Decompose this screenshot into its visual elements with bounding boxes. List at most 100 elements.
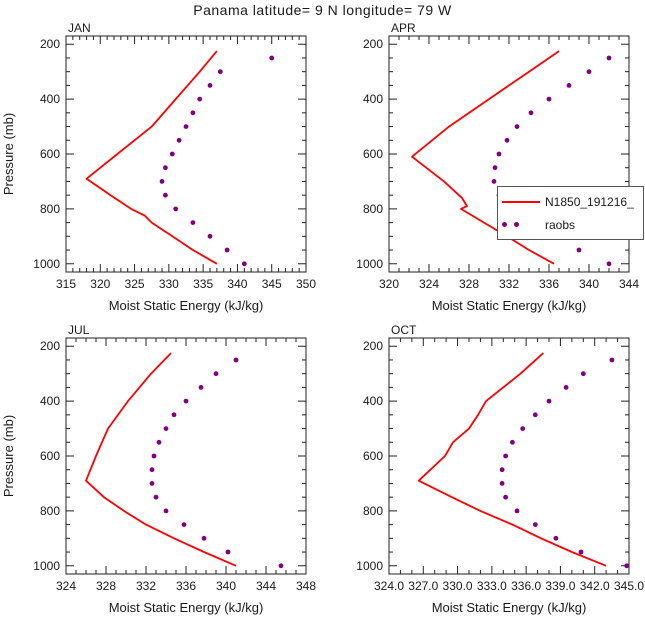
raobs-dot <box>576 247 582 253</box>
x-tick-label: 345.0 <box>614 579 644 593</box>
raobs-dot <box>514 124 520 129</box>
model-line-sample <box>502 200 540 203</box>
raobs-dot <box>499 467 505 473</box>
raobs-dot <box>163 192 168 198</box>
figure-title: Panama latitude= 9 N longitude= 79 W <box>193 2 452 18</box>
x-tick-label: 333.0 <box>477 579 507 593</box>
raobs-dot <box>578 549 584 555</box>
y-axis-title-jul: Pressure (mb) <box>1 415 16 497</box>
raobs-dot <box>496 151 502 157</box>
raobs-dot <box>269 55 275 61</box>
raobs-dot <box>190 110 196 116</box>
raobs-dot <box>183 124 189 129</box>
x-tick-label: 320 <box>90 277 110 291</box>
x-tick-label: 330 <box>159 277 179 291</box>
raobs-dot <box>491 179 497 184</box>
raobs-dot <box>149 467 155 473</box>
raobs-dot <box>566 83 572 88</box>
raobs-dot <box>190 220 196 226</box>
x-tick-label: 339.0 <box>545 579 575 593</box>
y-tick-label: 600 <box>363 449 383 463</box>
x-axis-title-jan: Moist Static Energy (kJ/kg) <box>109 298 264 313</box>
x-axis-title-jul: Moist Static Energy (kJ/kg) <box>109 600 264 615</box>
raobs-dots-sample <box>502 222 540 227</box>
panel-label-jul: JUL <box>68 323 90 337</box>
x-axis-title-apr: Moist Static Energy (kJ/kg) <box>432 298 587 313</box>
y-tick-label: 600 <box>40 449 60 463</box>
y-tick-label: 400 <box>40 92 60 106</box>
raobs-dot <box>586 69 592 75</box>
x-tick-label: 340 <box>216 579 236 593</box>
raobs-dot <box>520 426 526 431</box>
y-axis-title-jan: Pressure (mb) <box>1 113 16 195</box>
raobs-dot <box>153 494 159 500</box>
legend-entry-model: N1850_191216_ <box>502 192 643 212</box>
axis-box <box>65 337 307 575</box>
raobs-dot <box>499 481 505 486</box>
y-tick-label: 1000 <box>356 559 383 573</box>
y-tick-label: 1000 <box>33 559 60 573</box>
x-tick-label: 325 <box>125 277 145 291</box>
raobs-dot <box>197 96 203 102</box>
panel-label-oct: OCT <box>391 323 417 337</box>
panel-label-jan: JAN <box>68 21 91 35</box>
raobs-dot <box>241 261 247 267</box>
axis-box <box>65 35 307 273</box>
panel-apr-chart: APR Moist Static Energy (kJ/kg) 320 324 32… <box>356 21 639 313</box>
raobs-dot <box>553 535 559 541</box>
raobs-dot <box>207 233 213 239</box>
x-tick-label: 340 <box>579 277 599 291</box>
raobs-dot <box>504 137 510 143</box>
panel-jul-chart: JUL Moist Static Energy (kJ/kg) Pressure… <box>1 323 316 615</box>
y-tick-label: 600 <box>40 147 60 161</box>
x-tick-label: 315 <box>56 277 76 291</box>
panel-jan-chart: JAN Moist Static Energy (kJ/kg) Pressure… <box>1 21 316 313</box>
raobs-dot <box>624 563 630 569</box>
raobs-dot <box>151 453 157 459</box>
raobs-dot <box>546 398 552 404</box>
panel-oct-chart: OCT Moist Static Energy (kJ/kg) 324.0 327… <box>356 323 644 615</box>
y-tick-label: 400 <box>363 92 383 106</box>
x-tick-label: 328 <box>459 277 479 291</box>
raobs-dot <box>159 179 165 184</box>
x-tick-label: 336 <box>176 579 196 593</box>
x-tick-label: 344 <box>256 579 276 593</box>
raobs-dot <box>224 247 230 253</box>
x-tick-label: 344 <box>619 277 639 291</box>
y-tick-label: 800 <box>363 202 383 216</box>
raobs-dot <box>503 453 508 459</box>
panel-label-apr: APR <box>391 21 416 35</box>
x-axis-title-oct: Moist Static Energy (kJ/kg) <box>432 600 587 615</box>
x-tick-label: 340 <box>227 277 247 291</box>
model-line <box>85 352 237 567</box>
raobs-dot <box>163 165 168 171</box>
y-tick-label: 200 <box>40 37 60 51</box>
x-tick-label: 350 <box>296 277 316 291</box>
x-tick-label: 324 <box>419 277 439 291</box>
y-tick-label: 200 <box>363 37 383 51</box>
raobs-dot <box>606 261 612 267</box>
legend-entry-raobs: raobs <box>502 215 643 235</box>
x-tick-label: 332 <box>499 277 519 291</box>
raobs-dot <box>546 96 552 102</box>
x-tick-label: 320 <box>379 277 399 291</box>
raobs-dot <box>532 412 538 418</box>
raobs-dot <box>181 522 187 527</box>
x-tick-label: 328 <box>96 579 116 593</box>
x-tick-label: 335 <box>193 277 213 291</box>
raobs-dot <box>278 563 284 569</box>
y-tick-label: 800 <box>40 202 60 216</box>
raobs-dot <box>563 385 569 390</box>
x-tick-label: 332 <box>136 579 156 593</box>
raobs-dot <box>528 110 534 116</box>
raobs-dot <box>163 426 169 431</box>
y-tick-label: 1000 <box>33 257 60 271</box>
raobs-dot <box>609 357 615 363</box>
x-tick-label: 336 <box>539 277 559 291</box>
raobs-dot <box>492 165 498 171</box>
raobs-dot <box>176 137 182 143</box>
raobs-dot <box>580 371 586 377</box>
raobs-dot <box>233 357 239 363</box>
y-tick-label: 800 <box>363 504 383 518</box>
